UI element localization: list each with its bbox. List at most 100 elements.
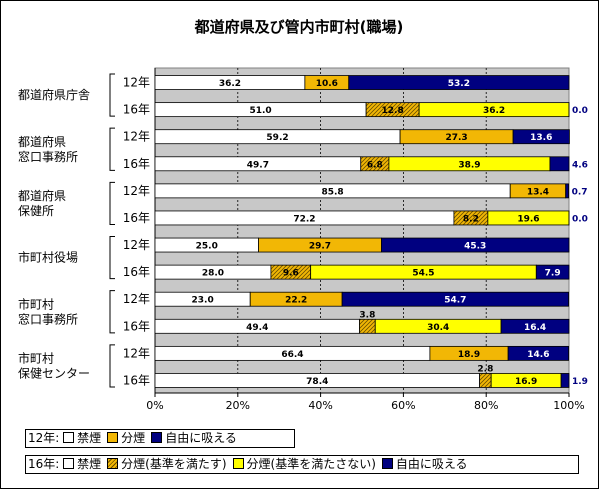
data-label: 1.9 (572, 377, 588, 387)
data-label: 0.0 (572, 214, 588, 224)
data-label: 3.8 (359, 310, 375, 320)
legend-item: 禁煙 (63, 456, 101, 473)
group-bracket (109, 236, 115, 280)
data-label: 36.2 (219, 79, 241, 89)
legend-item: 分煙(基準を満たす) (107, 456, 227, 473)
group-bracket (109, 181, 115, 225)
group-label: 保健センター (18, 366, 90, 380)
legend-swatch (107, 458, 119, 469)
data-label: 16.9 (515, 377, 537, 387)
legend-2004: 16年: 禁煙 分煙(基準を満たす) 分煙(基準を満たさない) 自由に吸える (25, 455, 579, 474)
group-label: 市町村 (18, 350, 54, 365)
group-label: 窓口事務所 (18, 311, 78, 326)
legend-item: 自由に吸える (381, 456, 468, 473)
data-label: 0.7 (572, 187, 588, 197)
data-label: 8.2 (463, 214, 479, 224)
x-tick-label: 0% (146, 399, 163, 412)
chart-title: 都道府県及び管内市町村(職場) (194, 18, 404, 36)
data-label: 29.7 (309, 242, 331, 252)
data-label: 18.9 (458, 350, 480, 360)
year-label: 12年 (123, 346, 150, 360)
legend-text: 禁煙 (77, 457, 102, 471)
data-label: 14.6 (527, 350, 549, 360)
data-label: 59.2 (266, 133, 288, 143)
legend-text: 分煙 (121, 431, 146, 445)
year-label: 12年 (123, 184, 150, 198)
group-bracket (109, 73, 115, 117)
data-label: 49.7 (247, 160, 269, 170)
data-label: 13.4 (527, 187, 549, 197)
plot-area (154, 67, 570, 394)
bar-segment (500, 318, 570, 334)
legend-swatch (63, 458, 75, 469)
x-tick-label: 100% (553, 399, 584, 412)
year-label: 16年 (123, 157, 150, 171)
legend-text: 分煙(基準を満たさない) (246, 457, 376, 471)
data-label: 49.4 (246, 323, 268, 333)
x-tick-label: 20% (226, 399, 250, 412)
data-label: 78.4 (306, 377, 328, 387)
data-label: 25.0 (196, 242, 218, 252)
data-label: 30.4 (427, 323, 449, 333)
data-label: 10.6 (316, 79, 338, 89)
year-label: 16年 (123, 265, 150, 279)
year-label: 16年 (123, 211, 150, 225)
bar-segment (549, 156, 570, 172)
year-label: 16年 (123, 319, 150, 333)
year-label: 12年 (123, 130, 150, 144)
data-label: 2.8 (477, 364, 493, 374)
data-label: 12.8 (382, 106, 404, 116)
x-tick-label: 60% (391, 399, 415, 412)
group-label: 市町村役場 (18, 250, 78, 265)
bar-segment (535, 264, 570, 280)
group-label: 市町村 (18, 296, 54, 311)
group-label: 都道府県庁舎 (18, 87, 90, 102)
bar-segment (348, 75, 570, 90)
data-label: 22.2 (285, 296, 307, 306)
group-label: 窓口事務所 (18, 149, 78, 164)
group-bracket (109, 127, 115, 171)
data-label: 85.8 (321, 187, 343, 197)
data-label: 16.4 (524, 323, 546, 333)
group-label: 保健所 (18, 204, 54, 218)
data-label: 36.2 (483, 106, 505, 116)
data-label: 13.6 (530, 133, 552, 143)
legend-2000-label: 12年: (28, 431, 60, 445)
legend-text: 分煙(基準を満たす) (121, 457, 227, 471)
year-label: 12年 (123, 292, 150, 306)
data-label: 53.2 (448, 79, 470, 89)
data-label: 72.2 (293, 214, 315, 224)
data-label: 4.6 (572, 160, 588, 170)
bar-segment (560, 373, 570, 388)
data-label: 28.0 (202, 269, 224, 279)
group-bracket (109, 344, 115, 388)
data-label: 7.9 (545, 269, 561, 279)
year-label: 12年 (123, 238, 150, 252)
legend-text: 自由に吸える (165, 431, 237, 445)
bar-segment (341, 291, 569, 307)
legend-swatch (151, 432, 163, 443)
data-label: 19.6 (517, 214, 539, 224)
x-tick-label: 80% (474, 399, 498, 412)
legend-swatch (232, 458, 244, 469)
data-label: 54.7 (444, 296, 466, 306)
x-tick-label: 40% (308, 399, 332, 412)
legend-swatch (381, 458, 393, 469)
group-label: 都道府県 (18, 134, 66, 149)
legend-2000: 12年: 禁煙 分煙 自由に吸える (25, 429, 295, 448)
bar-segment (479, 373, 492, 388)
data-label: 23.0 (192, 296, 214, 306)
year-label: 12年 (123, 76, 150, 90)
legend-item: 分煙(基準を満たさない) (232, 456, 376, 473)
year-label: 16年 (123, 103, 150, 117)
data-label: 54.5 (412, 269, 434, 279)
legend-item: 自由に吸える (151, 430, 237, 447)
data-label: 45.3 (464, 242, 486, 252)
bar-segment (507, 345, 569, 361)
data-label: 66.4 (281, 350, 303, 360)
bar-segment (565, 183, 569, 199)
legend-text: 自由に吸える (395, 457, 468, 471)
legend-item: 禁煙 (63, 430, 101, 447)
data-label: 38.9 (458, 160, 480, 170)
